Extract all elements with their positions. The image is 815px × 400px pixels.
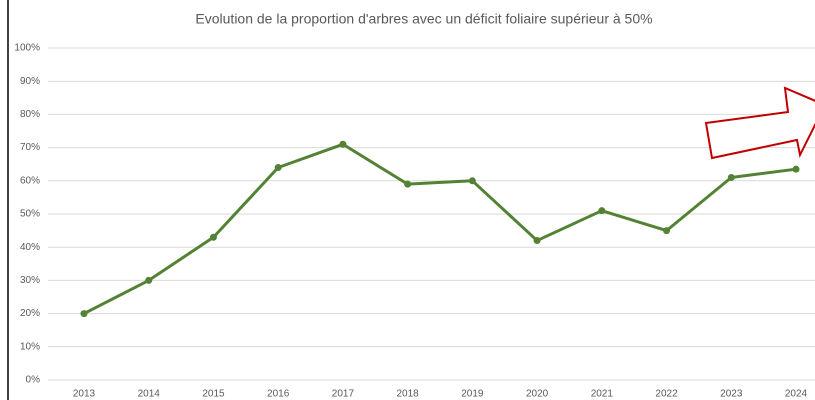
data-point [339, 140, 347, 148]
x-tick-label: 2023 [720, 389, 743, 400]
data-point [792, 165, 800, 173]
y-tick-label: 80% [20, 109, 40, 120]
x-tick-label: 2020 [526, 389, 549, 400]
data-point [533, 237, 541, 245]
data-point [598, 207, 606, 215]
data-point [468, 177, 476, 185]
y-tick-label: 60% [20, 175, 40, 186]
data-point [404, 180, 412, 188]
data-point [663, 227, 671, 235]
y-tick-label: 70% [20, 142, 40, 153]
x-tick-label: 2019 [461, 389, 484, 400]
y-tick-label: 100% [14, 43, 40, 54]
y-tick-label: 10% [20, 341, 40, 352]
y-tick-label: 50% [20, 209, 40, 220]
data-point [80, 310, 88, 318]
y-tick-label: 20% [20, 308, 40, 319]
x-tick-label: 2024 [785, 389, 808, 400]
data-point [727, 173, 735, 181]
x-tick-label: 2013 [73, 389, 96, 400]
chart-title: Evolution de la proportion d'arbres avec… [195, 11, 652, 27]
y-tick-label: 40% [20, 242, 40, 253]
data-line [83, 142, 797, 315]
x-tick-label: 2022 [655, 389, 678, 400]
x-tick-label: 2017 [332, 389, 355, 400]
x-tick-label: 2018 [397, 389, 420, 400]
y-tick-label: 30% [20, 275, 40, 286]
x-tick-label: 2015 [202, 389, 225, 400]
data-point [274, 164, 282, 172]
x-tick-label: 2016 [267, 389, 290, 400]
y-tick-label: 0% [26, 375, 41, 386]
x-tick-label: 2021 [591, 389, 614, 400]
data-point [209, 233, 217, 241]
x-tick-label: 2014 [138, 389, 161, 400]
y-tick-label: 90% [20, 76, 40, 87]
data-point [145, 276, 153, 284]
trend-arrow [704, 86, 815, 160]
